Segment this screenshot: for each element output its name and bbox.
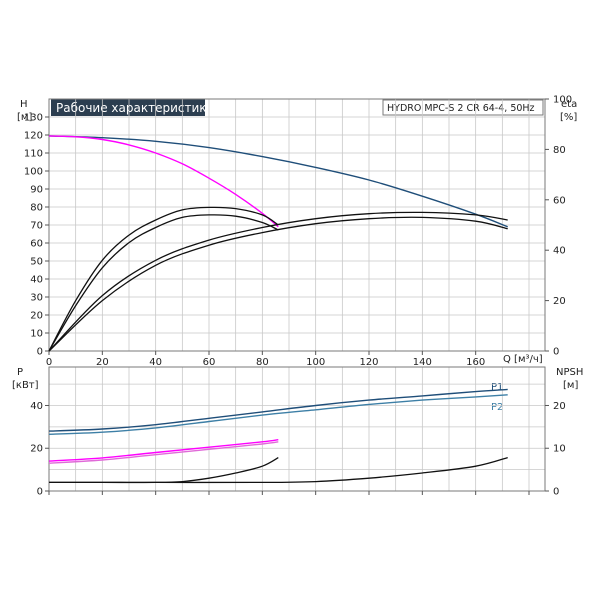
power-npsh-ytick-label: 0 [37, 487, 43, 498]
head-efficiency-ytick-label: 80 [30, 203, 43, 214]
series-layer [48, 135, 508, 484]
head-axis-label: H [20, 99, 28, 110]
head-efficiency-ytick-label: 90 [30, 185, 43, 196]
series-p1-2-pumps [48, 388, 508, 432]
head-efficiency-ytick-label: 60 [30, 239, 43, 250]
head-efficiency-ytick-label: 110 [24, 149, 43, 160]
p2-label: P2 [491, 402, 503, 413]
model-box [382, 99, 544, 116]
p1-label: P1 [491, 382, 503, 393]
x-tick-label: 120 [359, 357, 378, 368]
grid-layer [48, 98, 546, 492]
head-efficiency-ytick-label: 130 [24, 113, 43, 124]
power-npsh-y2tick-label: 10 [553, 444, 566, 455]
head-efficiency-y2tick-label: 60 [553, 195, 566, 206]
head-efficiency-ytick-label: 70 [30, 221, 43, 232]
power-axis-unit: [кВт] [12, 380, 39, 391]
x-tick-label: 60 [203, 357, 216, 368]
series-head-2-pumps [48, 135, 508, 228]
x-tick-label: 80 [256, 357, 269, 368]
series-npsh-2-pumps [48, 456, 508, 484]
x-tick-label: 160 [466, 357, 485, 368]
head-axis-unit: [м] [17, 112, 32, 123]
head-efficiency-ytick-label: 120 [24, 131, 43, 142]
power-npsh-ytick-label: 20 [30, 444, 43, 455]
head-efficiency-ytick-label: 100 [24, 167, 43, 178]
head-efficiency-ytick-label: 50 [30, 257, 43, 268]
series-p2-2-pumps [48, 394, 508, 435]
x-tick-label: 0 [46, 357, 52, 368]
x-tick-label: 20 [96, 357, 109, 368]
power-npsh-y2tick-label: 20 [553, 401, 566, 412]
head-efficiency-ytick-label: 20 [30, 311, 43, 322]
head-efficiency-ytick-label: 30 [30, 293, 43, 304]
eta-axis-label: eta [561, 99, 577, 110]
series-eta-2-pumps-b [48, 216, 508, 352]
x-tick-label: 40 [149, 357, 162, 368]
head-efficiency-y2tick-label: 100 [553, 95, 572, 106]
chart-title: Рабочие характеристики [56, 101, 214, 115]
head-efficiency-y2tick-label: 20 [553, 296, 566, 307]
x-tick-label: 100 [306, 357, 325, 368]
series-eta-1-pump-b [48, 214, 279, 352]
head-efficiency-y2tick-label: 40 [553, 246, 566, 257]
power-axis-label: P [17, 367, 23, 378]
power-npsh-frame [48, 366, 546, 492]
head-efficiency-ytick-label: 40 [30, 275, 43, 286]
tick-layer: 0102030405060708090100110120130020406080… [24, 95, 572, 498]
head-efficiency-ytick-label: 0 [37, 347, 43, 358]
npsh-axis-unit: [м] [563, 380, 578, 391]
flow-axis-label: Q [м³/ч] [503, 354, 543, 365]
title-background [51, 99, 205, 116]
head-efficiency-ytick-label: 10 [30, 329, 43, 340]
eta-axis-unit: [%] [560, 112, 577, 123]
series-p1-1-pump [48, 439, 279, 462]
series-eta-1-pump-a [48, 206, 279, 352]
head-efficiency-y2tick-label: 80 [553, 145, 566, 156]
npsh-axis-label: NPSH [556, 367, 583, 378]
power-npsh-y2tick-label: 0 [553, 487, 559, 498]
series-eta-2-pumps-a [48, 211, 508, 352]
model-label: HYDRO MPC-S 2 CR 64-4, 50Hz [387, 103, 535, 114]
power-npsh-ytick-label: 40 [30, 401, 43, 412]
x-tick-label: 140 [413, 357, 432, 368]
head-efficiency-y2tick-label: 0 [553, 347, 559, 358]
series-p2-1-pump [48, 441, 279, 464]
series-head-1-pump [48, 135, 279, 228]
